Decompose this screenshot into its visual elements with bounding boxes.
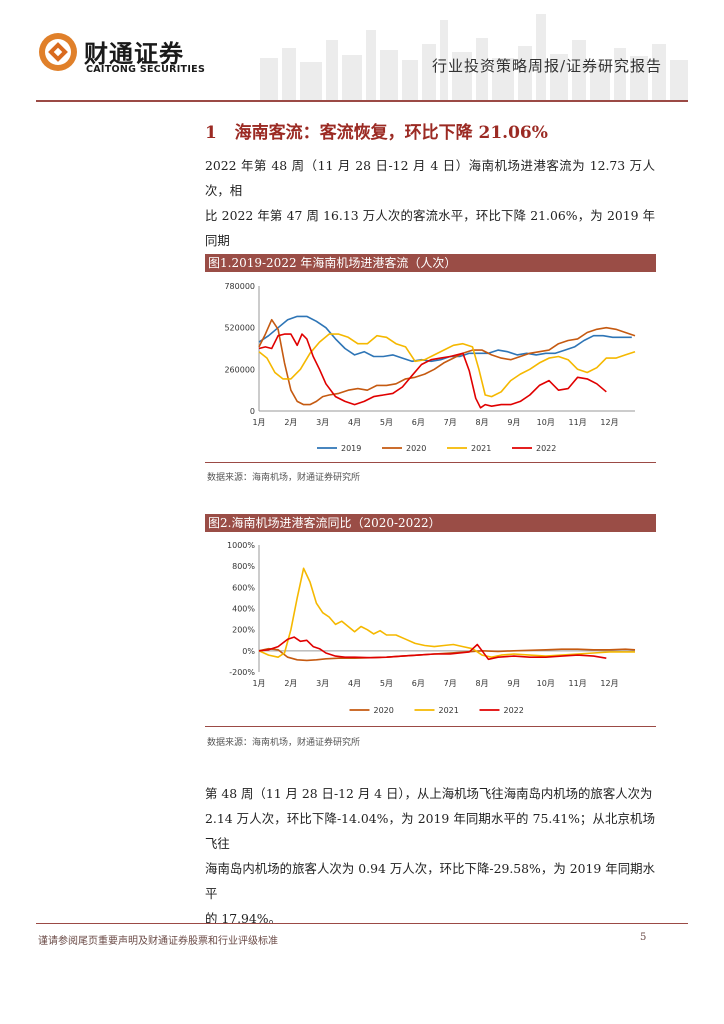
x-tick-label: 5月 <box>380 418 393 427</box>
x-tick-label: 12月 <box>600 679 618 688</box>
paragraph-line: 比 2022 年第 47 周 16.13 万人次的客流水平，环比下降 21.06… <box>205 208 655 248</box>
series-line-2021 <box>258 333 636 398</box>
y-tick-label: 400% <box>232 605 255 614</box>
y-tick-label: 200% <box>232 626 255 635</box>
legend-label: 2022 <box>504 706 524 715</box>
legend-label: 2019 <box>341 444 361 453</box>
x-tick-label: 11月 <box>569 418 587 427</box>
paragraph-2: 第 48 周（11 月 28 日-12 月 4 日），从上海机场飞往海南岛内机场… <box>205 781 655 931</box>
figure2-caption: 图2.海南机场进港客流同比（2020-2022） <box>205 514 656 532</box>
report-type: 行业投资策略周报/证券研究报告 <box>432 57 663 75</box>
figure1-chart: 0 260000 520000 780000 1月 2月 3月 4月 5月 6月 7月 8月 9月 10月… <box>224 282 636 453</box>
paragraph-line: 2.14 万人次，环比下降-14.04%，为 2019 年同期水平的 75.41… <box>205 811 655 851</box>
x-tick-label: 1月 <box>252 418 265 427</box>
company-name-en: CAITONG SECURITIES <box>86 64 206 75</box>
x-tick-label: 2月 <box>284 679 297 688</box>
x-tick-label: 3月 <box>316 418 329 427</box>
y-tick-label: 1000% <box>227 541 255 550</box>
paragraph-line: 海南岛内机场的旅客人次为 0.94 万人次，环比下降-29.58%，为 2019… <box>205 861 655 901</box>
paragraph-line: 第 48 周（11 月 28 日-12 月 4 日），从上海机场飞往海南岛内机场… <box>205 786 653 801</box>
legend-label: 2022 <box>536 444 556 453</box>
footer-divider <box>36 923 688 924</box>
x-tick-label: 8月 <box>476 679 489 688</box>
x-tick-label: 11月 <box>569 679 587 688</box>
x-tick-label: 6月 <box>412 418 425 427</box>
company-logo-icon <box>39 33 77 71</box>
skyline-decoration <box>260 14 688 100</box>
x-tick-label: 4月 <box>348 679 361 688</box>
header-divider <box>36 100 688 102</box>
header-banner <box>39 14 688 100</box>
section-number: 1 <box>205 123 217 143</box>
company-name-cn: 财通证券 <box>84 40 184 68</box>
y-tick-label: 0% <box>242 647 255 656</box>
x-tick-label: 4月 <box>348 418 361 427</box>
x-tick-label: 2月 <box>284 418 297 427</box>
legend-label: 2021 <box>439 706 459 715</box>
x-tick-label: 9月 <box>507 679 520 688</box>
series-line-2021 <box>258 567 635 658</box>
figure2-rule <box>205 726 656 727</box>
figure1-caption: 图1.2019-2022 年海南机场进港客流（人次） <box>205 254 656 272</box>
x-tick-label: 8月 <box>476 418 489 427</box>
section-title: 1 海南客流：客流恢复，环比下降 21.06% <box>205 118 548 143</box>
figure1-rule <box>205 462 656 463</box>
figure1-source: 数据来源：海南机场，财通证券研究所 <box>207 473 361 483</box>
y-tick-label: 260000 <box>224 365 255 374</box>
y-tick-label: -200% <box>229 668 255 677</box>
y-tick-label: 600% <box>232 583 255 592</box>
footer-disclaimer: 谨请参阅尾页重要声明及财通证券股票和行业评级标准 <box>38 936 278 947</box>
legend-label: 2020 <box>374 706 394 715</box>
section-heading: 海南客流：客流恢复，环比下降 21.06% <box>234 123 548 143</box>
x-tick-label: 10月 <box>537 679 555 688</box>
x-tick-label: 5月 <box>380 679 393 688</box>
legend-label: 2020 <box>406 444 426 453</box>
paragraph-line: 的 17.94%。 <box>205 911 281 926</box>
x-tick-label: 3月 <box>316 679 329 688</box>
figure2-chart: -200% 0% 200% 400% 600% 800% 1000% 1月 2月 3月 4月 5月 6月… <box>227 541 636 715</box>
y-tick-label: 0 <box>250 407 255 416</box>
series-line-2020 <box>258 318 636 406</box>
legend-label: 2021 <box>471 444 491 453</box>
y-tick-label: 800% <box>232 562 255 571</box>
x-tick-label: 10月 <box>537 418 555 427</box>
x-tick-label: 9月 <box>507 418 520 427</box>
series-line-2022 <box>258 636 607 661</box>
x-tick-label: 1月 <box>252 679 265 688</box>
paragraph-line: 2022 年第 48 周（11 月 28 日-12 月 4 日）海南机场进港客流… <box>205 158 655 198</box>
x-tick-label: 7月 <box>444 679 457 688</box>
figure2-source: 数据来源：海南机场，财通证券研究所 <box>207 738 361 748</box>
y-tick-label: 520000 <box>224 324 255 333</box>
x-tick-label: 7月 <box>444 418 457 427</box>
x-tick-label: 12月 <box>600 418 618 427</box>
x-tick-label: 6月 <box>412 679 425 688</box>
y-tick-label: 780000 <box>224 282 255 291</box>
page-number: 5 <box>640 932 647 943</box>
series-line-2022 <box>258 333 607 409</box>
